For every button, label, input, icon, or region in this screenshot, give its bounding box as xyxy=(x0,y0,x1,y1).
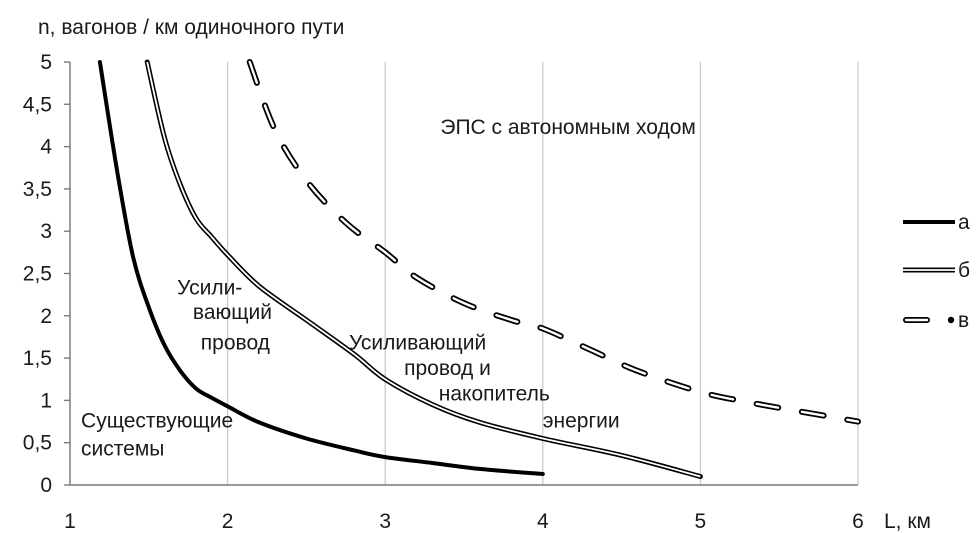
y-tick-labels: 0 0,5 1 1,5 2 2,5 3 3,5 4 4,5 5 xyxy=(23,51,53,497)
y-tick-label-2: 1 xyxy=(40,389,52,412)
y-tick-label-6: 3 xyxy=(40,220,52,243)
y-tick-label-10: 5 xyxy=(40,51,52,74)
x-tick-label-2: 3 xyxy=(379,510,391,533)
y-tick-label-4: 2 xyxy=(40,305,52,328)
y-tick-label-1: 0,5 xyxy=(23,432,52,455)
grid xyxy=(64,61,859,486)
x-tick-label-4: 5 xyxy=(695,510,707,533)
annotation-7: энергии xyxy=(543,409,620,432)
annotation-3: провод xyxy=(201,332,270,355)
annotations: ЭПС с автономным ходом Усили-вающий провод… xyxy=(81,116,696,460)
annotation-0: ЭПС с автономным ходом xyxy=(440,116,696,139)
series-line-b-inner xyxy=(146,61,701,478)
legend-item-1: б xyxy=(903,259,970,282)
x-tick-label-3: 4 xyxy=(537,510,549,533)
y-tick-label-0: 0 xyxy=(40,474,52,497)
legend-label-2: в xyxy=(958,309,969,332)
legend-item-0: а xyxy=(903,211,970,234)
series-line-a xyxy=(97,60,545,476)
annotation-4: Усиливающий xyxy=(349,332,486,355)
legend-item-2: в xyxy=(903,309,969,332)
series-1 xyxy=(144,59,703,479)
x-tick-label-0: 1 xyxy=(64,510,76,533)
legend: а б в xyxy=(903,211,970,332)
series-2 xyxy=(246,59,861,425)
annotation-1: Усили- xyxy=(177,277,242,300)
annotation-2: вающий xyxy=(193,301,272,324)
y-tick-label-8: 4 xyxy=(40,136,52,159)
annotation-8: Существующие xyxy=(81,409,233,432)
legend-label-1: б xyxy=(958,259,970,282)
y-tick-label-3: 1,5 xyxy=(23,347,52,370)
legend-swatch-v-dot xyxy=(947,316,955,324)
series-0 xyxy=(97,60,545,476)
annotation-9: системы xyxy=(81,437,164,460)
annotation-5: провод и xyxy=(404,357,491,380)
y-tick-label-7: 3,5 xyxy=(23,178,52,201)
x-tick-label-5: 6 xyxy=(852,510,864,533)
x-tick-label-1: 2 xyxy=(222,510,234,533)
y-axis-label: n, вагонов / км одиночного пути xyxy=(38,16,344,39)
series-line-v-inner xyxy=(248,60,860,423)
annotation-6: накопитель xyxy=(439,382,550,405)
legend-label-0: а xyxy=(958,211,970,234)
x-axis-label: L, км xyxy=(884,510,931,533)
y-tick-label-9: 4,5 xyxy=(23,93,52,116)
series-lines xyxy=(97,59,861,479)
y-tick-label-5: 2,5 xyxy=(23,263,52,286)
x-tick-labels: 1 2 3 4 5 6 xyxy=(64,510,864,533)
